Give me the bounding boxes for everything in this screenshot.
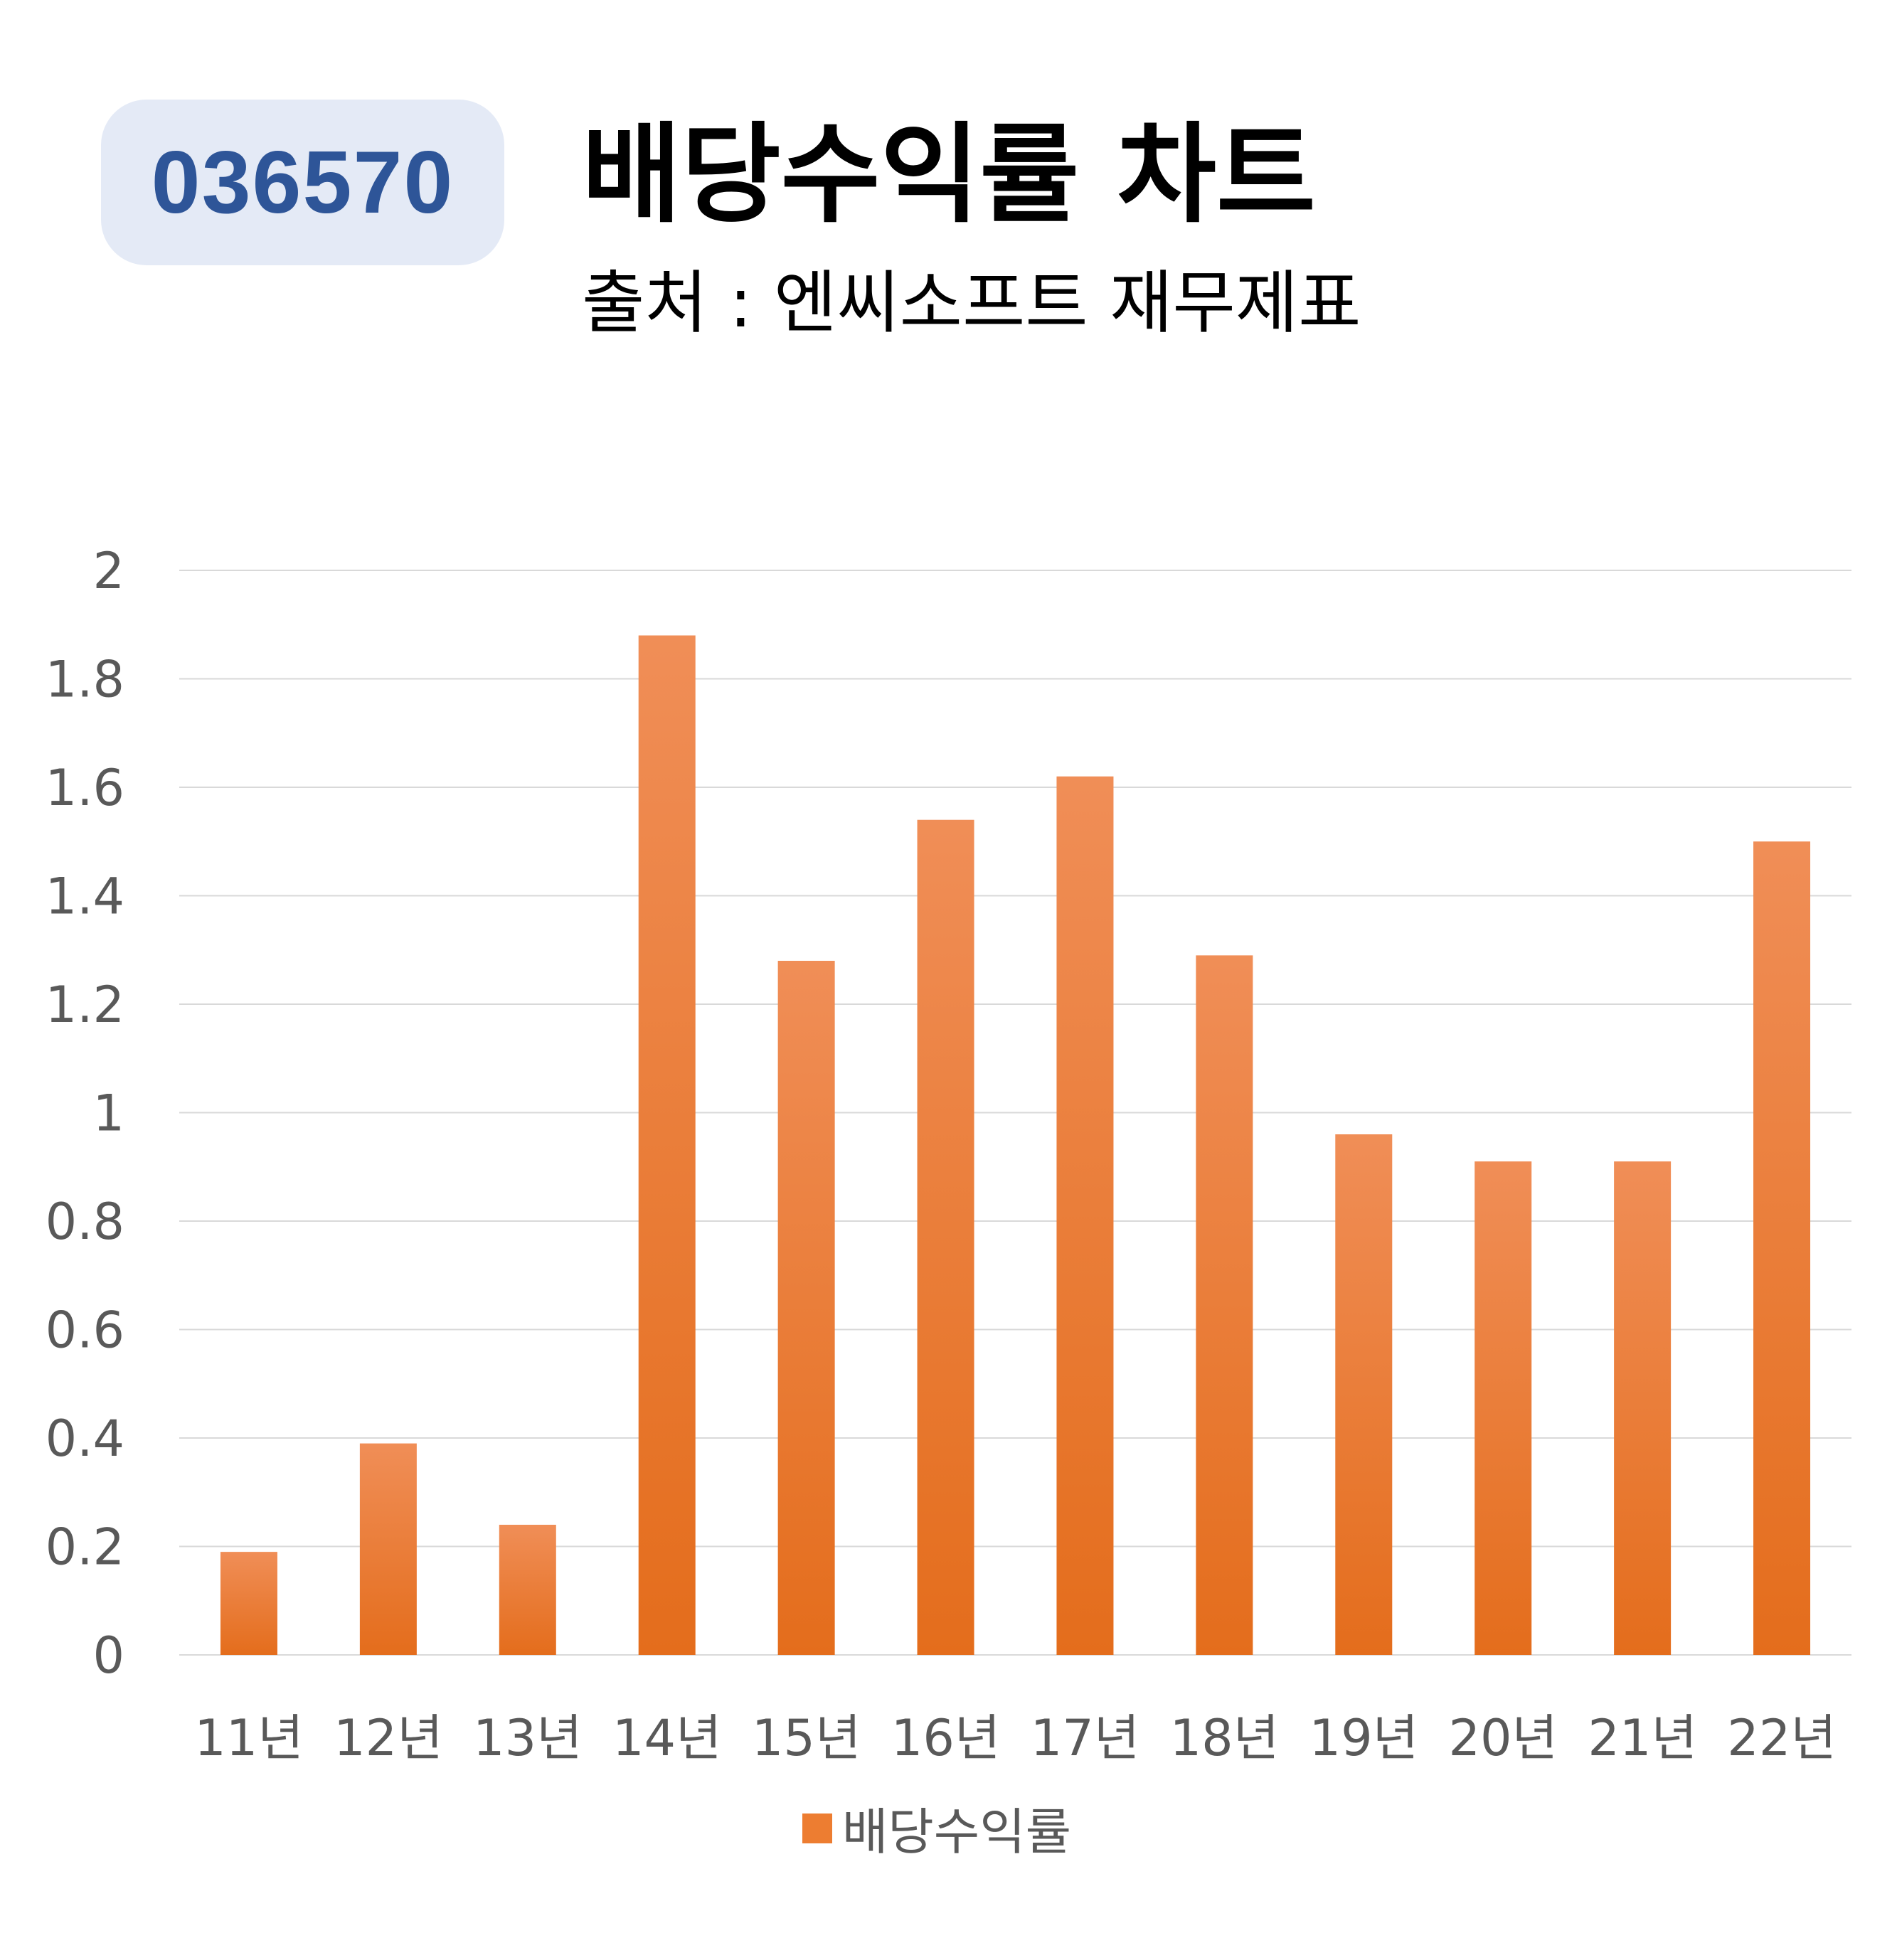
x-tick-label: 18년 [1170,1709,1279,1767]
y-tick-label: 0.2 [46,1518,124,1577]
ticker-badge: 036570 [101,100,504,265]
bar-19년 [1335,1134,1393,1655]
x-tick-label: 14년 [612,1709,721,1767]
x-tick-label: 22년 [1727,1709,1836,1767]
x-tick-label: 19년 [1309,1709,1418,1767]
y-tick-label: 1.4 [46,868,124,926]
bar-13년 [499,1525,556,1655]
x-tick-label: 20년 [1448,1709,1557,1767]
x-tick-label: 12년 [334,1709,442,1767]
x-tick-label: 15년 [752,1709,861,1767]
bar-15년 [777,961,835,1655]
y-tick-label: 2 [92,542,124,600]
bar-11년 [220,1552,277,1655]
x-tick-label: 21년 [1588,1709,1696,1767]
y-tick-label: 1 [92,1085,124,1143]
chart-title: 배당수익률 차트 [582,112,1316,238]
y-tick-label: 0.6 [46,1301,124,1360]
gridlines [179,570,1851,1656]
y-axis-ticks: 0 0.2 0.4 0.6 0.8 1 1.2 1.4 1.6 1.8 2 [46,542,124,1685]
legend-swatch [802,1813,832,1843]
bar-16년 [917,819,974,1655]
bars [220,635,1811,1655]
bar-20년 [1474,1161,1532,1655]
x-tick-label: 13년 [473,1709,582,1767]
y-tick-label: 0.4 [46,1410,124,1468]
bar-21년 [1614,1161,1672,1655]
x-tick-label: 17년 [1031,1709,1139,1767]
bar-17년 [1056,776,1114,1655]
chart-subtitle: 출처 : 엔씨소프트 재무제표 [582,263,1361,343]
legend-label: 배당수익률 [842,1803,1071,1861]
x-tick-label: 16년 [891,1709,1000,1767]
y-tick-label: 1.6 [46,759,124,817]
x-tick-label: 11년 [194,1709,303,1767]
x-axis-ticks: 11년 12년 13년 14년 15년 16년 17년 18년 19년 20년 21년 22년 [194,1709,1837,1767]
bar-18년 [1196,955,1253,1655]
ticker-label: 036570 [151,133,455,232]
y-tick-label: 1.2 [46,976,124,1034]
legend: 배당수익률 [802,1792,1071,1864]
bar-14년 [638,635,696,1655]
bar-12년 [359,1443,417,1655]
y-tick-label: 0.8 [46,1193,124,1251]
y-tick-label: 0 [92,1626,124,1685]
bar-22년 [1753,841,1811,1655]
y-tick-label: 1.8 [46,651,124,709]
